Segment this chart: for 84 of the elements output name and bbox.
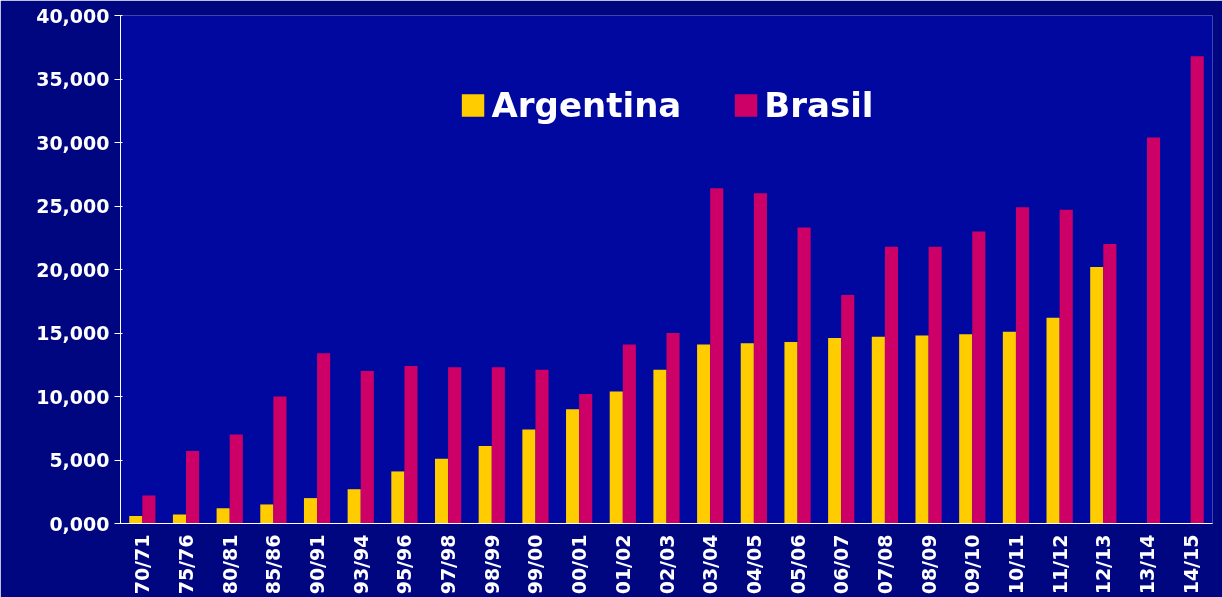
x-tick-label: 02/03 [655, 534, 678, 595]
bar [172, 514, 187, 524]
bar [972, 231, 986, 524]
x-tick-label: 07/08 [873, 534, 896, 595]
bar [129, 515, 143, 524]
bar [666, 333, 680, 524]
bar [317, 353, 331, 524]
y-tick-label: 35,000 [36, 68, 110, 90]
bar [1103, 244, 1117, 524]
bar [753, 193, 767, 524]
bar [1002, 331, 1016, 524]
bar [871, 336, 885, 524]
bar [959, 334, 973, 524]
y-tick-label: 10,000 [36, 385, 110, 408]
x-tick-label: 14/15 [1179, 534, 1202, 595]
x-tick-label: 98/99 [480, 534, 503, 595]
y-tick-label: 40,000 [36, 4, 110, 27]
bar [1090, 266, 1104, 524]
bar [884, 246, 898, 524]
bar [142, 495, 156, 524]
bar [303, 498, 318, 524]
bar [391, 471, 405, 524]
bar [579, 393, 593, 524]
bar [622, 344, 636, 524]
x-tick-label: 75/76 [175, 534, 198, 595]
bar [216, 508, 230, 524]
y-tick-label: 5,000 [49, 449, 110, 471]
legend-label: Brasil [764, 85, 874, 125]
bar [360, 371, 374, 524]
x-tick-label: 10/11 [1004, 534, 1027, 595]
x-tick-label: 95/96 [393, 534, 416, 595]
bar [653, 369, 667, 524]
x-tick-label: 04/05 [742, 534, 765, 595]
bar [784, 341, 798, 524]
bar [915, 335, 929, 524]
bar [404, 366, 418, 524]
x-tick-label: 11/12 [1048, 534, 1071, 595]
x-tick-label: 13/14 [1135, 534, 1158, 595]
x-tick-label: 97/98 [437, 534, 460, 595]
bar [273, 396, 287, 524]
bar [535, 369, 549, 524]
x-tick-label: 01/02 [611, 534, 634, 595]
bar [491, 367, 505, 524]
bar [609, 391, 623, 524]
x-tick-label: 03/04 [699, 534, 722, 595]
bar [697, 344, 711, 524]
bar [522, 429, 536, 524]
bar [435, 458, 449, 524]
x-tick-label: 08/09 [917, 534, 940, 595]
bar [448, 367, 462, 524]
x-tick-label: 80/81 [218, 534, 241, 595]
x-tick-label: 09/10 [961, 534, 984, 595]
bar [928, 246, 942, 524]
bar [1059, 209, 1073, 524]
y-tick-label: 0,000 [49, 512, 110, 535]
legend-label: Argentina [491, 85, 682, 125]
bar [797, 227, 811, 524]
y-tick-label: 15,000 [36, 322, 110, 344]
bar [260, 504, 274, 524]
bar [229, 434, 243, 524]
x-tick-label: 90/91 [306, 534, 329, 595]
y-tick-label: 30,000 [36, 131, 110, 154]
x-tick-label: 99/00 [524, 534, 547, 595]
bar [841, 294, 855, 524]
bar [828, 338, 842, 524]
x-tick-label: 93/94 [349, 534, 372, 595]
bar [1146, 137, 1161, 524]
y-tick-label: 25,000 [36, 195, 110, 217]
bar [347, 489, 361, 524]
y-tick-label: 20,000 [36, 258, 110, 281]
x-tick-label: 12/13 [1092, 534, 1115, 595]
bar [478, 446, 492, 524]
bar [710, 188, 724, 524]
bar [740, 343, 754, 524]
bar [1190, 56, 1204, 524]
x-tick-label: 06/07 [830, 534, 853, 595]
x-tick-label: 85/86 [262, 534, 285, 595]
bar [566, 409, 580, 524]
bar [1015, 207, 1030, 524]
x-tick-label: 00/01 [568, 534, 591, 595]
bar [186, 451, 200, 524]
x-tick-label: 70/71 [131, 534, 154, 595]
x-tick-label: 05/06 [786, 534, 809, 595]
bar [1046, 317, 1060, 524]
